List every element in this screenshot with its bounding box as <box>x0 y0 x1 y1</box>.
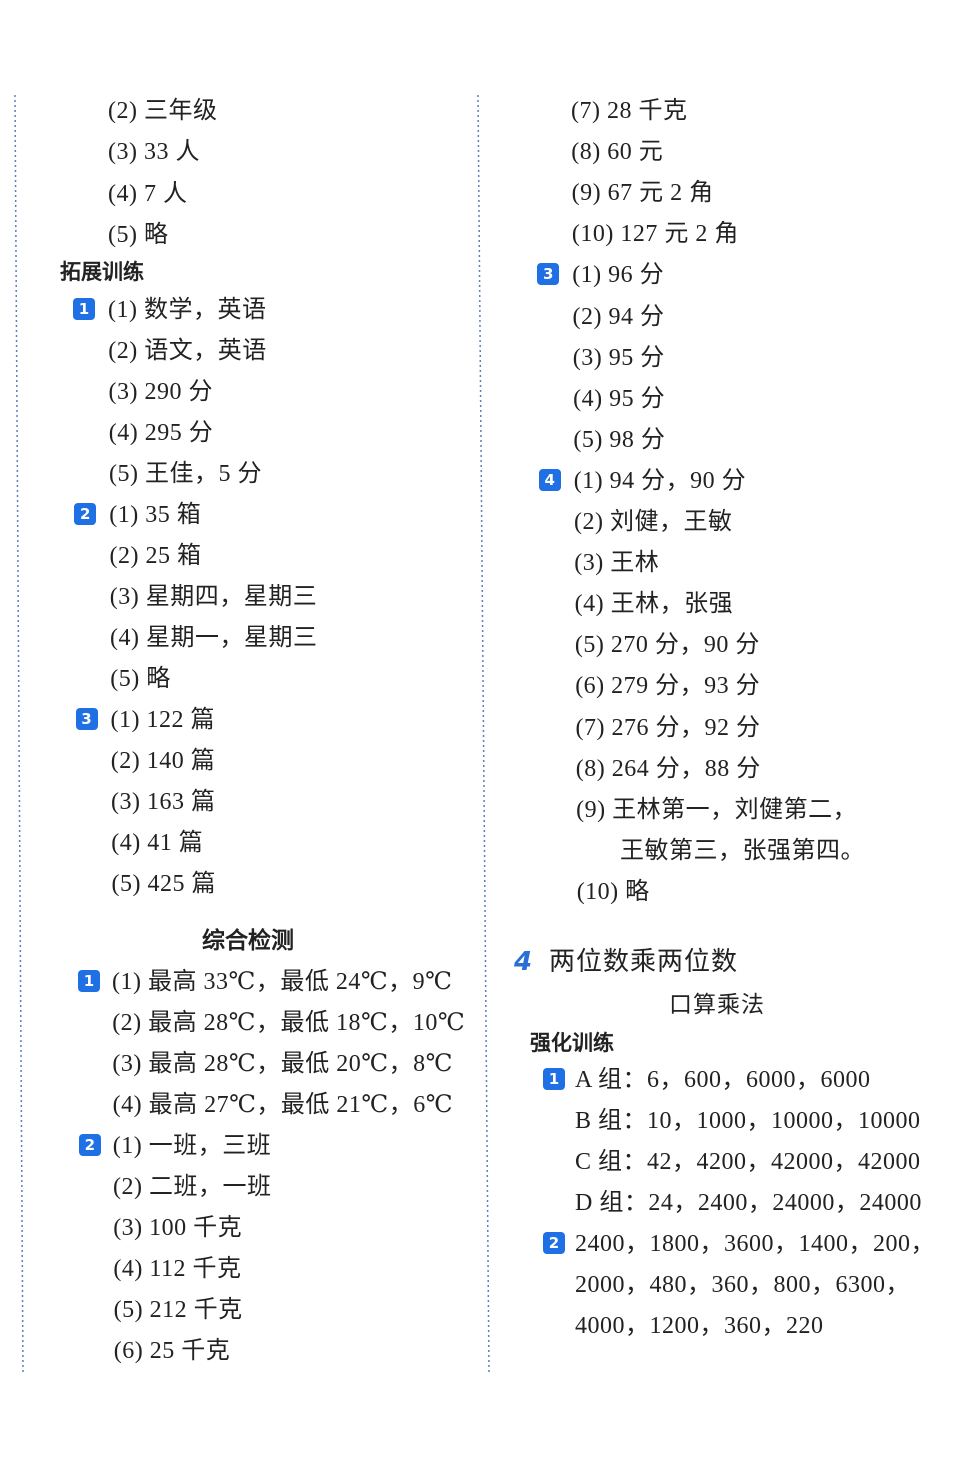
answer-line: (7) 28 千克 <box>571 98 688 124</box>
answer-line: (1) 数学，英语 <box>108 297 267 323</box>
answer-line: (5) 略 <box>108 221 169 248</box>
question-number-badge: 1 <box>73 298 95 320</box>
answer-line: (3) 163 篇 <box>111 789 216 815</box>
question-number-badge: 3 <box>537 263 560 286</box>
answer-line: (6) 279 分，93 分 <box>575 673 761 700</box>
answer-line: (2) 语文，英语 <box>108 338 267 364</box>
answer-line: (4) 112 千克 <box>113 1256 242 1282</box>
answer-line: (4) 295 分 <box>108 420 214 446</box>
answer-line: (5) 425 篇 <box>111 871 216 897</box>
answer-line: (3) 33 人 <box>108 139 200 166</box>
answer-line: (4) 星期一，星期三 <box>110 625 318 651</box>
answer-line: (7) 276 分，92 分 <box>575 714 761 741</box>
answer-line: (3) 王林 <box>574 550 660 577</box>
answer-line: (3) 95 分 <box>572 344 665 371</box>
answer-line: (5) 270 分，90 分 <box>574 632 760 659</box>
answer-line: (5) 略 <box>110 666 171 692</box>
section-heading-comprehensive-test: 综合检测 <box>202 928 294 954</box>
answer-line: (3) 星期四，星期三 <box>109 584 318 610</box>
answer-line: (4) 最高 27℃，最低 21℃，6℃ <box>112 1092 454 1118</box>
question-number-badge: 3 <box>75 708 98 730</box>
answer-line: (3) 100 千克 <box>113 1215 243 1241</box>
question-number-badge: 1 <box>543 1068 565 1090</box>
answer-line: B 组：10，1000，10000，10000 <box>575 1108 921 1134</box>
answer-line: (10) 略 <box>576 878 650 905</box>
question-number-badge: 2 <box>543 1232 565 1254</box>
answer-line: (4) 7 人 <box>108 180 188 207</box>
answer-line: 4000，1200，360，220 <box>575 1313 824 1339</box>
answer-line: (1) 122 篇 <box>110 707 215 733</box>
answer-line: (9) 王林第一，刘健第二， <box>576 796 858 823</box>
answer-line: 2400，1800，3600，1400，200， <box>575 1231 935 1257</box>
answer-line: (8) 60 元 <box>571 139 664 166</box>
answer-line: (1) 一班，三班 <box>112 1133 272 1159</box>
answer-line: (3) 290 分 <box>108 379 213 405</box>
answer-line: 王敏第三，张强第四。 <box>620 837 865 864</box>
answer-line: (2) 刘健，王敏 <box>574 509 733 535</box>
question-number-badge: 2 <box>78 1134 101 1156</box>
answer-line: (5) 212 千克 <box>113 1297 243 1323</box>
section-heading-extension-training: 拓展训练 <box>60 260 144 284</box>
answer-line: (9) 67 元 2 角 <box>571 180 714 207</box>
center-dotted-divider <box>477 94 490 1373</box>
answer-line: (3) 最高 28℃，最低 20℃，8℃ <box>112 1051 453 1077</box>
question-number-badge: 1 <box>78 970 100 992</box>
left-dotted-border <box>14 94 24 1373</box>
answer-line: (1) 35 箱 <box>109 502 202 528</box>
answer-line: (8) 264 分，88 分 <box>575 755 761 782</box>
answer-line: (4) 王林，张强 <box>574 591 734 618</box>
chapter-title: 两位数乘两位数 <box>549 947 739 977</box>
answer-line: (2) 三年级 <box>108 98 218 124</box>
question-number-badge: 4 <box>538 468 561 491</box>
question-number-badge: 2 <box>74 503 97 525</box>
answer-line: (2) 最高 28℃，最低 18℃，10℃ <box>112 1010 466 1036</box>
answer-line: (2) 140 篇 <box>110 748 216 774</box>
answer-line: (1) 96 分 <box>572 262 665 289</box>
answer-line: 2000，480，360，800，6300， <box>575 1272 910 1298</box>
section-heading-reinforcement: 强化训练 <box>530 1031 614 1055</box>
answer-line: (1) 最高 33℃，最低 24℃，9℃ <box>112 969 453 995</box>
answer-line: (2) 94 分 <box>572 303 665 330</box>
answer-line: (4) 41 篇 <box>111 830 204 856</box>
answer-line: (1) 94 分，90 分 <box>573 467 747 494</box>
answer-line: (2) 二班，一班 <box>113 1174 272 1200</box>
answer-line: (4) 95 分 <box>573 385 666 412</box>
chapter-number: 4 <box>514 947 533 977</box>
answer-line: C 组：42，4200，42000，42000 <box>575 1149 921 1175</box>
answer-line: (5) 王佳，5 分 <box>109 461 262 487</box>
answer-line: D 组：24，2400，24000，24000 <box>575 1190 922 1216</box>
answer-line: A 组：6，600，6000，6000 <box>575 1067 871 1093</box>
answer-line: (5) 98 分 <box>573 426 666 453</box>
lesson-title: 口算乘法 <box>669 992 765 1018</box>
answer-line: (10) 127 元 2 角 <box>571 221 739 248</box>
answer-line: (2) 25 箱 <box>109 543 202 569</box>
answer-line: (6) 25 千克 <box>113 1338 231 1364</box>
